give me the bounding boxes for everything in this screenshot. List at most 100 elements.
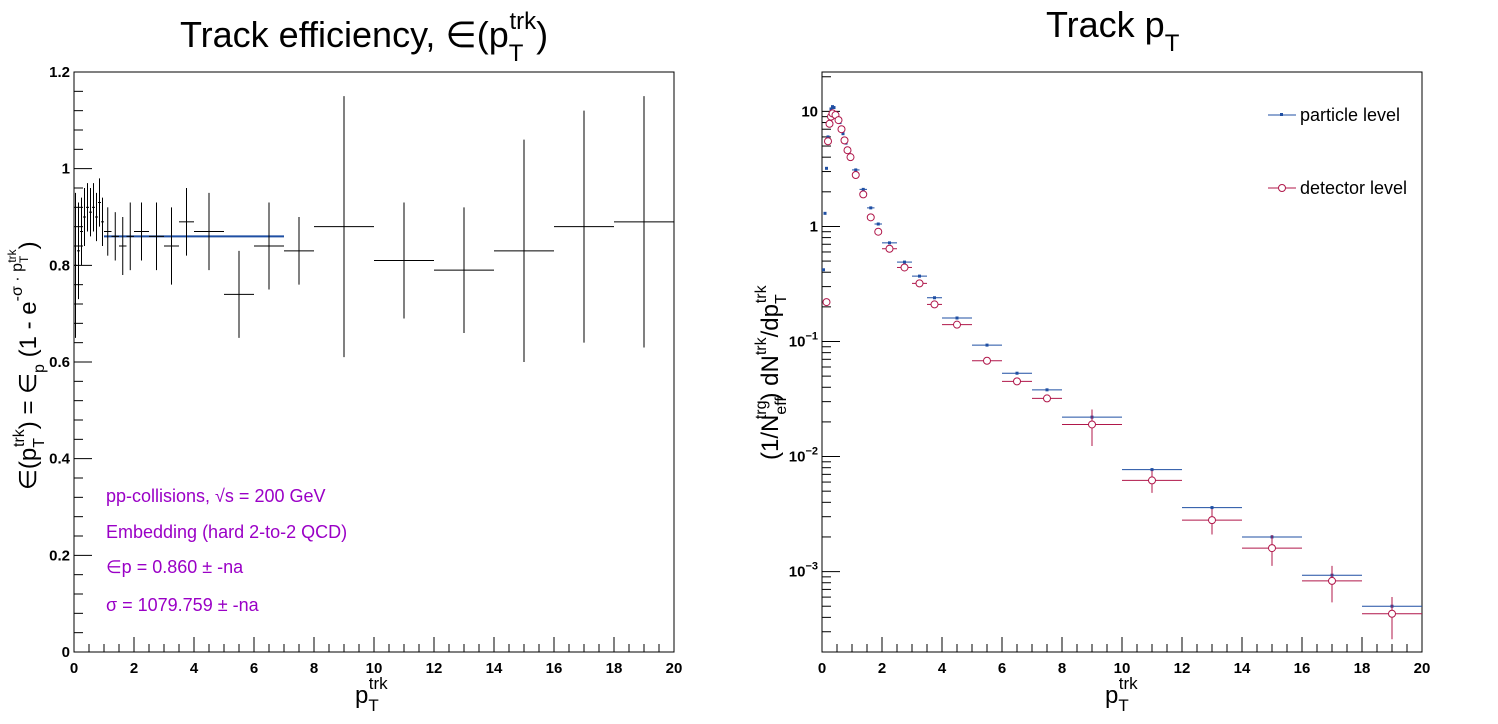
y-tick-label: 10 [801,103,818,120]
particle-level-point [927,296,942,300]
efficiency-point [254,202,284,290]
open-circle-marker [1148,476,1156,485]
open-circle-marker [846,153,855,162]
particle-level-point [897,260,912,264]
annotation-sigma: σ = 1079.759 ± -na [106,595,260,615]
x-tick-label: 6 [250,660,258,677]
x-tick-label: 2 [878,660,886,677]
dot-marker [869,206,873,210]
detector-level-point [1062,409,1122,446]
x-tick-label: 10 [366,660,383,677]
y-tick-label: 0.2 [49,547,70,564]
efficiency-point [179,188,194,256]
open-circle-marker [983,356,991,365]
detector-level-point [1242,534,1302,566]
x-tick-label: 14 [1234,660,1251,677]
x-tick-label: 6 [998,660,1006,677]
efficiency-point [374,202,434,319]
dot-marker [888,241,891,245]
efficiency-point [111,212,119,261]
detector-level-point [851,170,860,179]
open-circle-marker [1043,394,1051,403]
efficiency-point [98,178,101,227]
detector-level-point [837,125,846,134]
x-tick-label: 0 [818,660,826,677]
particle-level-point [867,206,875,210]
detector-level-point [882,244,897,253]
x-tick-label: 10 [1114,660,1131,677]
efficiency-point [554,110,614,343]
dot-marker [829,107,833,111]
dot-marker [823,211,827,215]
track-pt-y-label: (1/Nefftrg) dNtrk/dpTtrk [753,284,790,460]
open-circle-marker [851,170,860,179]
x-tick-label: 2 [130,660,138,677]
open-circle-marker [1388,609,1396,618]
legend-entry-particle: particle level [1268,105,1400,125]
detector-level-series [822,109,1422,640]
open-circle-marker [930,300,939,309]
detector-level-point [1122,470,1182,493]
open-circle-marker [900,263,909,272]
particle-level-point [823,211,827,215]
efficiency-point [149,202,164,271]
detector-level-point [840,136,849,145]
y-tick-label: 0 [62,644,70,661]
efficiency-x-label: pTtrk [355,674,388,715]
track-pt-y-ticks: 10−3 10−2 10−1 1 10 [789,76,840,653]
efficiency-point [119,217,127,275]
annotation-embedding: Embedding (hard 2-to-2 QCD) [106,522,347,542]
dot-marker [903,260,906,264]
track-pt-panel: Track pT 0 2 4 6 8 10 12 14 16 18 20 10−310−210−11… [753,4,1430,715]
efficiency-y-label: ∈(pTtrk) = ∈p (1 - e-σ · pTtrk) [5,241,48,490]
particle-level-point [1032,388,1062,392]
detector-level-point [874,227,883,236]
efficiency-point [89,188,92,237]
efficiency-point [86,183,89,232]
detector-level-point [942,320,972,329]
detector-level-point [859,190,868,199]
dot-marker [826,135,830,139]
particle-level-point [841,132,845,136]
open-circle-marker [1013,377,1021,386]
legend-detector-label: detector level [1300,178,1407,198]
efficiency-y-ticks: 0 0.2 0.4 0.6 0.8 1 1.2 [49,64,92,661]
detector-level-point [912,279,927,288]
detector-level-point [846,153,855,162]
detector-level-point [1302,565,1362,603]
annotation-collisions: pp-collisions, √s = 200 GeV [106,486,326,506]
x-tick-label: 20 [1414,660,1431,677]
particle-level-point [1182,506,1242,510]
track-pt-plot-frame [821,71,1423,653]
open-circle-marker [824,137,832,146]
detector-level-point [866,213,875,222]
detector-level-point [1182,508,1242,535]
track-pt-x-label: pTtrk [1105,674,1138,715]
x-tick-label: 12 [426,660,443,677]
dot-marker [955,316,959,320]
x-tick-label: 0 [70,660,78,677]
open-circle-marker [1328,576,1336,585]
detector-level-point [1032,394,1062,403]
y-tick-label: 1 [810,218,818,235]
open-circle-marker [822,298,831,307]
particle-level-point [912,274,927,278]
dot-marker [1210,506,1214,510]
legend-particle-label: particle level [1300,105,1400,125]
open-circle-marker [859,190,868,199]
particle-level-point [874,222,882,226]
particle-level-point [832,106,836,110]
efficiency-point [80,197,83,266]
annotation-eps: ∈p = 0.860 ± -na [106,557,244,577]
efficiency-x-ticks: 0 2 4 6 8 10 12 14 16 18 20 [70,637,682,677]
detector-level-point [927,300,942,309]
x-tick-label: 4 [938,660,947,677]
detector-level-point [824,137,832,146]
open-circle-marker [837,125,846,134]
detector-level-point [843,146,852,155]
open-circle-marker [825,119,834,128]
efficiency-panel: Track efficiency, ∈(pTtrk) 0 2 4 6 8 10 12 14 16… [5,8,682,715]
track-pt-title: Track pT [1046,4,1180,57]
x-tick-label: 18 [606,660,623,677]
dot-marker [918,274,921,278]
